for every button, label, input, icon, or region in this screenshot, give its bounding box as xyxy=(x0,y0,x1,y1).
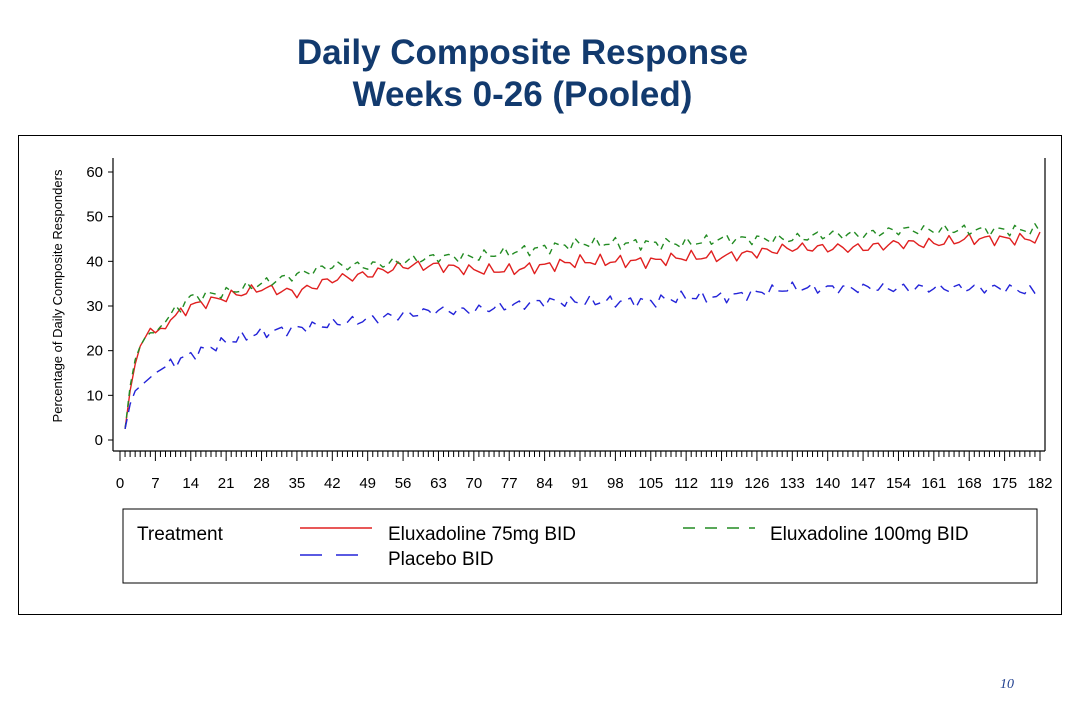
series-line-2 xyxy=(124,223,1041,429)
y-tick-label: 50 xyxy=(86,209,103,226)
page-title: Daily Composite Response Weeks 0-26 (Poo… xyxy=(0,32,1045,116)
x-tick-label: 147 xyxy=(851,475,876,492)
y-tick-label: 40 xyxy=(86,253,103,270)
page-number: 10 xyxy=(1000,677,1014,692)
x-tick-label: 140 xyxy=(815,475,840,492)
y-tick-label: 10 xyxy=(86,387,103,404)
x-tick-label: 35 xyxy=(289,475,306,492)
y-axis-label: Percentage of Daily Composite Responders xyxy=(50,169,65,422)
x-tick-label: 91 xyxy=(572,475,589,492)
x-tick-label: 70 xyxy=(466,475,483,492)
title-line-2: Weeks 0-26 (Pooled) xyxy=(352,75,693,114)
x-tick-label: 56 xyxy=(395,475,412,492)
x-tick-label: 77 xyxy=(501,475,518,492)
x-tick-label: 105 xyxy=(638,475,663,492)
legend-label-2: Eluxadoline 100mg BID xyxy=(770,524,969,545)
x-tick-label: 126 xyxy=(744,475,769,492)
x-tick-label: 7 xyxy=(151,475,159,492)
y-tick-label: 60 xyxy=(86,164,103,181)
x-tick-label: 14 xyxy=(182,475,199,492)
x-tick-label: 98 xyxy=(607,475,624,492)
x-tick-label: 28 xyxy=(253,475,270,492)
x-tick-label: 84 xyxy=(536,475,553,492)
y-tick-label: 20 xyxy=(86,343,103,360)
x-tick-label: 175 xyxy=(992,475,1017,492)
legend-box xyxy=(122,508,1038,584)
x-tick-label: 154 xyxy=(886,475,911,492)
series-line-1 xyxy=(124,231,1041,429)
y-tick-label: 0 xyxy=(95,432,103,449)
x-tick-label: 182 xyxy=(1027,475,1052,492)
title-line-1: Daily Composite Response xyxy=(296,33,749,72)
x-tick-label: 112 xyxy=(674,475,698,492)
series-line-3 xyxy=(124,281,1041,429)
x-tick-label: 133 xyxy=(780,475,805,492)
x-tick-label: 63 xyxy=(430,475,447,492)
x-tick-label: 161 xyxy=(921,475,946,492)
x-tick-label: 42 xyxy=(324,475,341,492)
x-tick-label: 21 xyxy=(218,475,235,492)
x-tick-label: 168 xyxy=(957,475,982,492)
legend-label-3: Placebo BID xyxy=(388,549,494,570)
legend-label-1: Eluxadoline 75mg BID xyxy=(388,524,576,545)
x-tick-label: 49 xyxy=(359,475,376,492)
x-tick-label: 0 xyxy=(116,475,124,492)
x-tick-label: 119 xyxy=(710,475,734,492)
legend-title: Treatment xyxy=(137,524,224,545)
y-tick-label: 30 xyxy=(86,298,103,315)
chart-frame xyxy=(18,135,1062,615)
